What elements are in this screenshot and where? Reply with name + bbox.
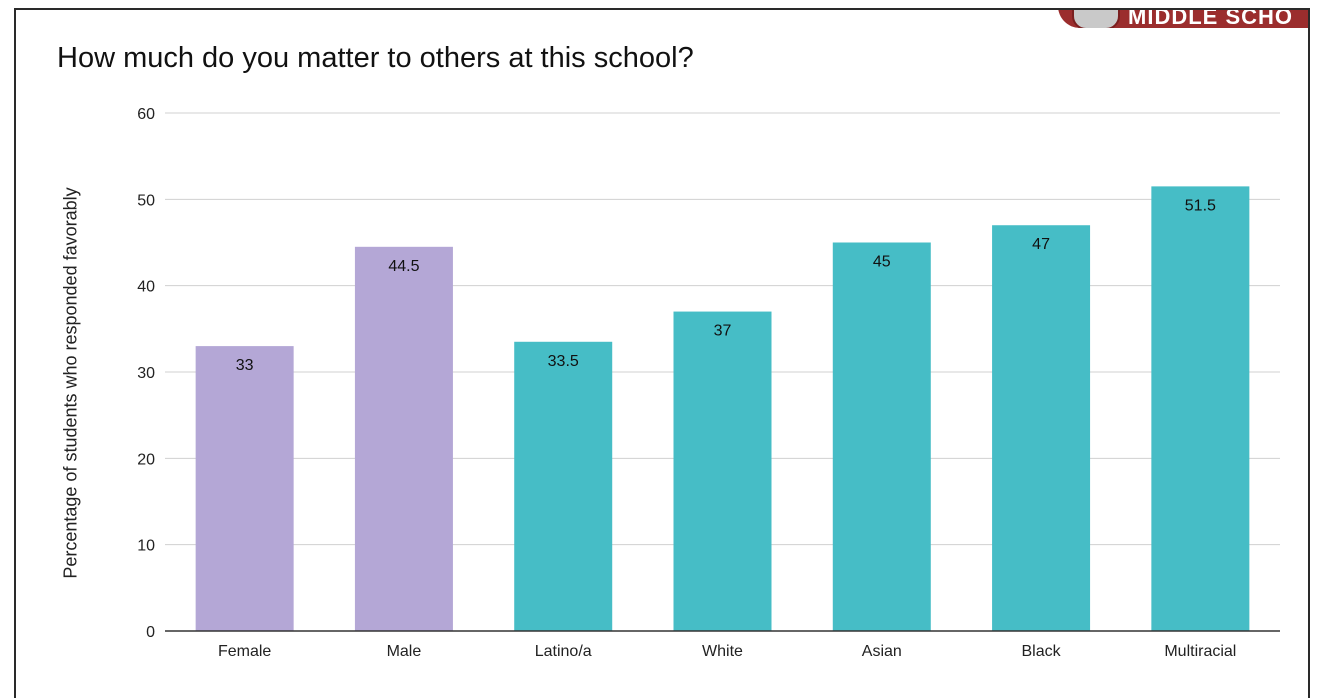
x-tick-label: White bbox=[702, 643, 743, 660]
bar-asian bbox=[832, 242, 931, 631]
y-tick-label: 40 bbox=[137, 279, 155, 296]
bar-female bbox=[195, 346, 294, 631]
data-label: 45 bbox=[873, 254, 891, 271]
school-logo: MIDDLE SCHO bbox=[1048, 10, 1308, 28]
x-tick-label: Multiracial bbox=[1164, 643, 1236, 660]
bars bbox=[195, 186, 1250, 632]
x-tick-label: Female bbox=[218, 643, 271, 660]
data-label: 33 bbox=[236, 357, 254, 374]
y-tick-label: 50 bbox=[137, 192, 155, 209]
bar-multiracial bbox=[1151, 186, 1250, 631]
data-label: 33.5 bbox=[548, 353, 579, 370]
y-axis-ticks: 0 10 20 30 40 50 60 bbox=[137, 106, 155, 641]
bar-latino-a bbox=[514, 341, 613, 631]
logo-text: MIDDLE SCHO bbox=[1128, 10, 1293, 28]
y-tick-label: 10 bbox=[137, 538, 155, 555]
y-tick-label: 0 bbox=[146, 624, 155, 641]
logo-background bbox=[1058, 10, 1308, 28]
x-tick-label: Black bbox=[1022, 643, 1062, 660]
bar-male bbox=[354, 246, 453, 632]
bar-black bbox=[992, 225, 1091, 631]
x-tick-label: Male bbox=[387, 643, 422, 660]
x-tick-label: Asian bbox=[862, 643, 902, 660]
data-labels: 33 44.5 33.5 37 45 47 51.5 bbox=[236, 197, 1216, 374]
shield-icon bbox=[1072, 10, 1120, 28]
data-label: 37 bbox=[714, 323, 732, 340]
data-label: 44.5 bbox=[388, 258, 419, 275]
x-axis-ticks: Female Male Latino/a White Asian Black Multira… bbox=[218, 643, 1236, 660]
y-tick-label: 20 bbox=[137, 451, 155, 468]
data-label: 47 bbox=[1032, 236, 1050, 253]
bar-white bbox=[673, 311, 772, 631]
y-tick-label: 30 bbox=[137, 365, 155, 382]
y-tick-label: 60 bbox=[137, 106, 155, 123]
x-tick-label: Latino/a bbox=[535, 643, 592, 660]
chart-title: How much do you matter to others at this… bbox=[57, 42, 694, 74]
data-label: 51.5 bbox=[1185, 197, 1216, 214]
